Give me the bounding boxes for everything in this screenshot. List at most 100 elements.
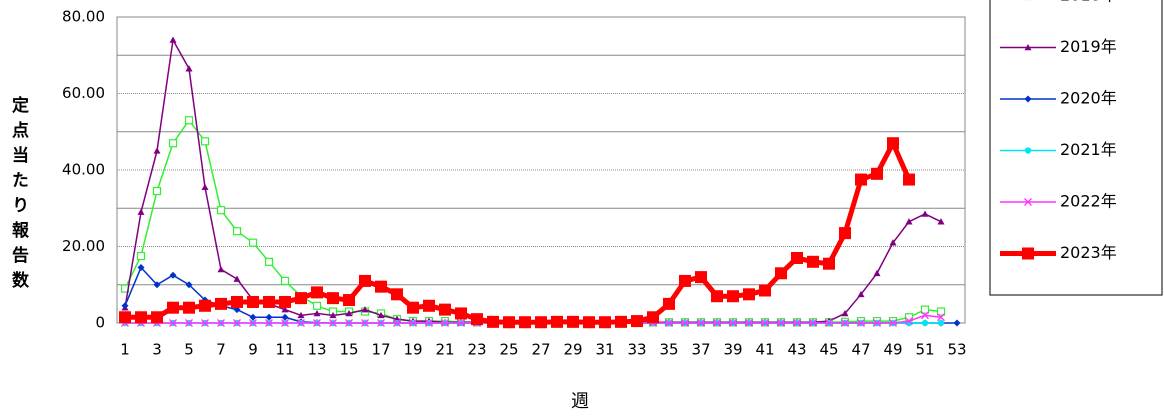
marker [841, 309, 849, 317]
marker [791, 251, 803, 264]
legend [989, 0, 1163, 296]
marker [281, 306, 289, 313]
marker [345, 319, 353, 327]
marker [936, 307, 946, 316]
x-tick-label: 43 [787, 341, 806, 359]
marker [407, 301, 419, 314]
x-tick-label: 29 [563, 341, 582, 359]
marker [599, 316, 611, 329]
marker [249, 319, 257, 327]
marker [216, 206, 226, 215]
marker [761, 319, 769, 327]
x-tick-label: 49 [883, 341, 902, 359]
marker [1024, 44, 1032, 51]
x-tick-label: 35 [659, 341, 678, 359]
marker [679, 274, 691, 287]
marker [937, 313, 945, 322]
marker [264, 257, 274, 266]
y-tick-label: 20.00 [62, 237, 105, 255]
x-tick-label: 47 [851, 341, 870, 359]
marker [377, 311, 385, 319]
y-tick-label: 60.00 [62, 84, 105, 102]
marker [1022, 247, 1034, 260]
marker [809, 319, 817, 327]
marker [313, 309, 321, 317]
x-tick-label: 1 [120, 341, 130, 359]
marker [743, 288, 755, 301]
marker [457, 319, 465, 327]
marker [855, 173, 867, 186]
marker [1024, 95, 1032, 103]
marker [487, 315, 499, 328]
x-tick-label: 19 [403, 341, 422, 359]
marker [232, 227, 242, 236]
marker [137, 208, 145, 215]
marker [695, 271, 707, 284]
marker [280, 276, 290, 286]
marker [631, 315, 643, 328]
x-tick-label: 33 [627, 341, 646, 359]
x-tick-label: 9 [248, 341, 258, 359]
marker [345, 309, 353, 317]
marker [248, 238, 258, 247]
marker [775, 267, 787, 280]
marker [745, 319, 753, 327]
marker [937, 319, 945, 327]
marker [567, 315, 579, 328]
marker [377, 319, 385, 327]
marker [137, 264, 145, 272]
marker [217, 319, 225, 327]
marker [551, 315, 563, 328]
legend-label: 2023年 [1060, 243, 1117, 262]
marker [295, 292, 307, 305]
marker [503, 316, 515, 329]
legend-label: 2020年 [1060, 89, 1117, 108]
marker [233, 275, 241, 282]
x-tick-label: 25 [499, 341, 518, 359]
marker [681, 319, 689, 327]
marker [375, 280, 387, 293]
marker [871, 167, 883, 180]
marker [647, 311, 659, 324]
marker [265, 319, 273, 327]
marker [183, 301, 195, 314]
marker [121, 302, 129, 310]
marker [185, 65, 193, 72]
legend-label: 2019年 [1060, 37, 1117, 56]
marker [873, 269, 881, 277]
marker [905, 218, 913, 225]
marker [759, 284, 771, 297]
marker [281, 313, 289, 321]
x-tick-label: 51 [915, 341, 934, 359]
marker [343, 294, 355, 307]
marker [281, 319, 289, 327]
marker [233, 319, 241, 327]
marker [823, 257, 835, 270]
marker [361, 306, 369, 313]
marker [169, 271, 177, 279]
marker [215, 297, 227, 310]
marker [439, 303, 451, 316]
marker [169, 319, 177, 327]
marker [327, 292, 339, 305]
marker [887, 137, 899, 150]
y-tick-label: 0 [95, 314, 105, 332]
marker [839, 227, 851, 240]
x-axis-label: 週 [571, 391, 589, 412]
marker [185, 319, 193, 327]
marker [455, 307, 467, 320]
marker [519, 316, 531, 329]
marker [889, 239, 897, 246]
marker [615, 315, 627, 328]
marker [937, 218, 945, 225]
marker [201, 183, 209, 191]
marker [713, 319, 721, 327]
marker [471, 313, 483, 326]
x-tick-label: 15 [339, 341, 358, 359]
marker [665, 319, 673, 327]
marker [663, 297, 675, 310]
marker [1024, 147, 1032, 154]
marker [921, 311, 929, 320]
marker [807, 255, 819, 268]
